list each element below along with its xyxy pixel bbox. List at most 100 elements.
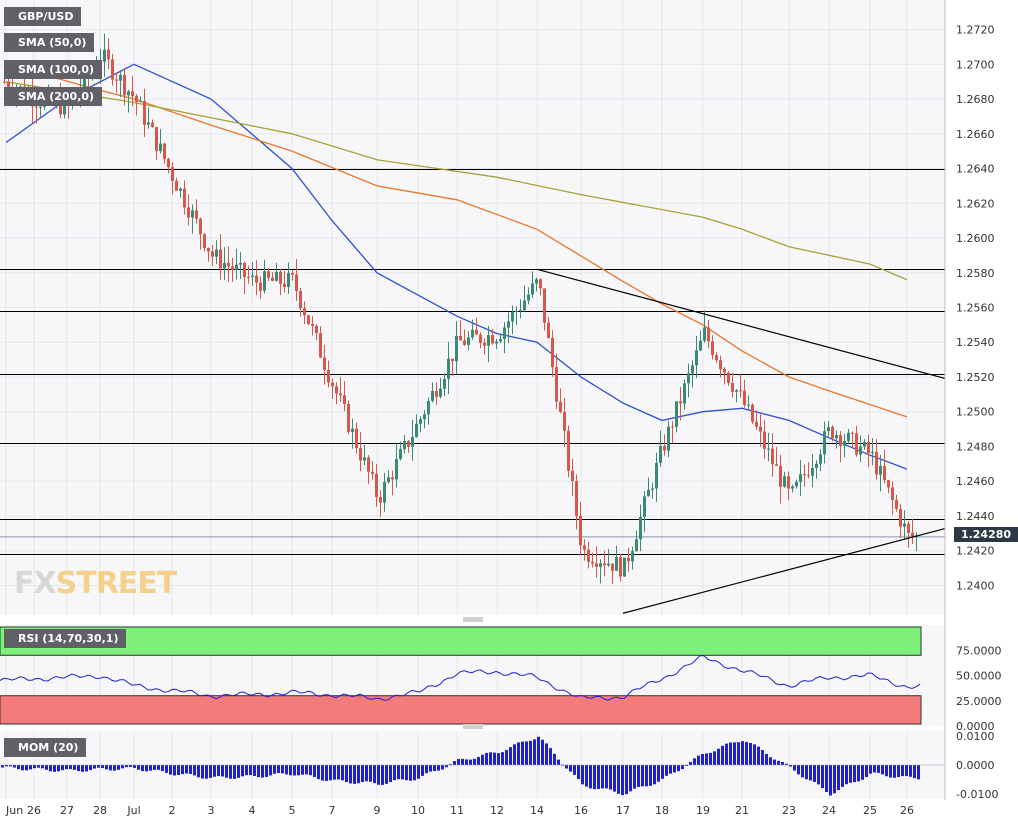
candle-body [307,315,310,325]
sma50-label[interactable]: SMA (50,0) [4,33,95,52]
momentum-bar [729,742,732,765]
momentum-bar [297,765,300,776]
momentum-bar [813,765,816,782]
momentum-bar [97,765,100,768]
candle-body [399,449,402,459]
momentum-bar [261,765,264,778]
candle-body [707,327,710,342]
momentum-bar [185,765,188,774]
candle-body [699,340,702,351]
momentum-bar [697,755,700,765]
momentum-bar [789,765,792,767]
rsi-tick-label-1: 50.0000 [956,670,1002,683]
candle-body [599,563,602,567]
rsi-label[interactable]: RSI (14,70,30,1) [4,629,127,648]
momentum-bar [421,765,424,776]
momentum-bar [797,765,800,775]
candle-body [615,557,618,571]
sma-line-0 [5,63,908,470]
resize-handle-mom[interactable] [463,724,483,729]
momentum-bar [181,765,184,775]
x-tick-label-1: 26 [27,804,41,817]
sma100-label[interactable]: SMA (100,0) [4,60,103,79]
candle-body [139,101,142,103]
candle-body [859,446,862,455]
candle-body [39,106,42,108]
candle-body [767,448,770,450]
momentum-bar [585,765,588,787]
momentum-bar [409,765,412,781]
momentum-bar [601,765,604,789]
momentum-bar [881,765,884,775]
momentum-bar [25,765,28,771]
candle-body [495,341,498,344]
candle-body [111,59,114,80]
momentum-bar [281,765,284,774]
candle-body [843,440,846,446]
candle-body [571,470,574,482]
candle-body [319,333,322,358]
momentum-bar [61,765,64,771]
candle-body [175,180,178,191]
momentum-bar [433,765,436,772]
candle-body [543,288,546,323]
candle-body [535,279,538,284]
momentum-bar [709,752,712,765]
candle-body [215,249,218,257]
panel-resize-handles[interactable] [463,617,483,729]
symbol-label[interactable]: GBP/USD [4,7,82,26]
candle-body [903,523,906,527]
candle-body [735,390,738,392]
candle-body [507,321,510,328]
momentum-bar [449,764,452,766]
momentum-bar [365,765,368,782]
price-tick-label-7: 1.2580 [956,267,995,280]
candle-body [287,272,290,288]
momentum-bar [725,743,728,765]
momentum-bar [497,753,500,765]
momentum-bar [437,765,440,771]
rsi-oversold-band [0,695,922,725]
momentum-bar [17,765,20,770]
momentum-bar [89,765,92,771]
momentum-bar [581,765,584,785]
candle-body [35,106,38,108]
candle-body [403,440,406,450]
candle-body [123,74,126,96]
sma200-label[interactable]: SMA (200,0) [4,87,103,106]
momentum-bar [237,765,240,778]
rsi-line [0,655,921,701]
mom-label[interactable]: MOM (20) [4,738,87,757]
candle-body [811,468,814,476]
candle-body [171,167,174,181]
candle-body [815,463,818,469]
resize-handle-rsi[interactable] [463,617,483,622]
momentum-bar [597,765,600,789]
momentum-bar [845,765,848,785]
candle-body [351,428,354,432]
rsi-tick-label-0: 75.0000 [956,644,1002,657]
momentum-bar [57,765,60,772]
candle-body [435,391,438,397]
momentum-bar [381,765,384,785]
momentum-bar [441,765,444,770]
candle-body [131,91,134,97]
candle-body [335,386,338,394]
candle-body [719,360,722,370]
candle-body [103,49,106,62]
price-tick-label-9: 1.2540 [956,336,995,349]
price-tick-label-11: 1.2500 [956,406,995,419]
x-tick-label-7: 4 [249,804,256,817]
momentum-bar [537,736,540,765]
momentum-bar [153,765,156,770]
momentum-bar [777,760,780,765]
candle-body [647,489,650,497]
momentum-bar [657,765,660,782]
momentum-bar [809,765,812,781]
momentum-bar [205,765,208,779]
candle-body [163,143,166,159]
candle-body [831,427,834,439]
candle-body [359,448,362,461]
logo-street: STREET [55,566,178,601]
candle-body [235,264,238,270]
